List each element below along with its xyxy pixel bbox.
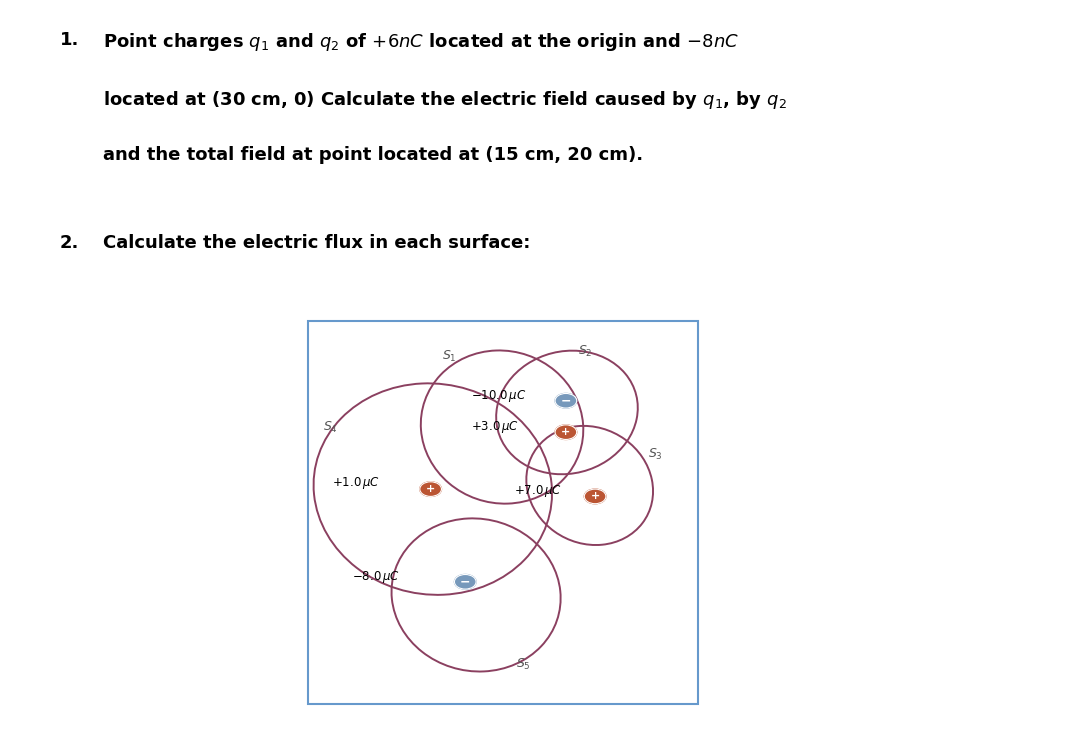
Text: $-8.0\,\mu C$: $-8.0\,\mu C$ [352, 569, 399, 585]
Text: $S_5$: $S_5$ [516, 657, 531, 672]
FancyBboxPatch shape [308, 321, 698, 704]
Text: $+7.0\,\mu C$: $+7.0\,\mu C$ [514, 483, 562, 499]
Text: −: − [560, 394, 571, 407]
Text: −: − [460, 575, 471, 588]
Text: $S_1$: $S_1$ [441, 349, 457, 364]
Text: +: + [426, 484, 435, 494]
Circle shape [555, 393, 577, 408]
Text: $S_3$: $S_3$ [648, 447, 663, 461]
Circle shape [555, 425, 577, 439]
Text: 1.: 1. [60, 31, 79, 49]
Circle shape [420, 482, 441, 496]
Text: Point charges $q_1$ and $q_2$ of $\mathit{+6nC}$ located at the origin and $\mat: Point charges $q_1$ and $q_2$ of $\mathi… [103, 31, 739, 53]
Text: $-10.0\,\mu C$: $-10.0\,\mu C$ [471, 388, 526, 404]
Text: and the total field at point located at (15 cm, 20 cm).: and the total field at point located at … [103, 146, 643, 164]
Text: +: + [591, 491, 599, 502]
Text: $S_2$: $S_2$ [578, 345, 593, 359]
Circle shape [454, 575, 476, 589]
Circle shape [584, 489, 606, 504]
Text: $S_4$: $S_4$ [322, 420, 338, 434]
Text: $+3.0\,\mu C$: $+3.0\,\mu C$ [471, 419, 518, 435]
Text: located at (30 cm, 0) Calculate the electric field caused by $q_1$, by $q_2$: located at (30 cm, 0) Calculate the elec… [103, 89, 787, 111]
Text: Calculate the electric flux in each surface:: Calculate the electric flux in each surf… [103, 234, 530, 252]
Text: $+1.0\,\mu C$: $+1.0\,\mu C$ [332, 475, 380, 491]
Text: +: + [562, 427, 570, 437]
Text: 2.: 2. [60, 234, 79, 252]
